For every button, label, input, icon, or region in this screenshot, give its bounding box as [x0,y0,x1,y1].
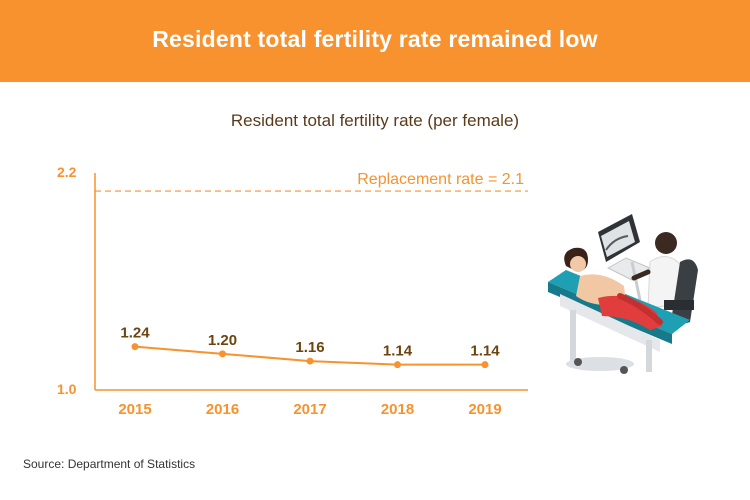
x-tick-label: 2015 [118,401,151,418]
source-note: Source: Department of Statistics [23,457,196,471]
chart-title: Resident total fertility rate (per femal… [230,111,520,130]
data-label: 1.24 [120,325,150,342]
x-tick-label: 2018 [381,401,414,418]
data-label: 1.20 [208,332,237,349]
x-tick-label: 2017 [293,401,326,418]
doctor-chair [664,259,698,328]
data-point [131,343,139,351]
data-point [481,361,489,369]
x-tick-label: 2019 [468,401,501,418]
banner-title: Resident total fertility rate remained l… [152,26,598,52]
data-label: 1.14 [383,343,413,360]
data-point [219,350,226,358]
y-tick-label: 1.0 [57,381,77,397]
x-tick-label: 2016 [206,401,239,418]
data-label: 1.14 [470,343,500,360]
header-banner: Resident total fertility rate remained l… [0,0,750,82]
replacement-rate-label: Replacement rate = 2.1 [357,171,524,188]
data-label: 1.16 [295,339,324,356]
y-tick-label: 2.2 [57,164,77,180]
doctor-figure [631,232,683,309]
data-point [394,361,401,369]
data-point [306,357,314,365]
patient-figure [564,247,663,330]
